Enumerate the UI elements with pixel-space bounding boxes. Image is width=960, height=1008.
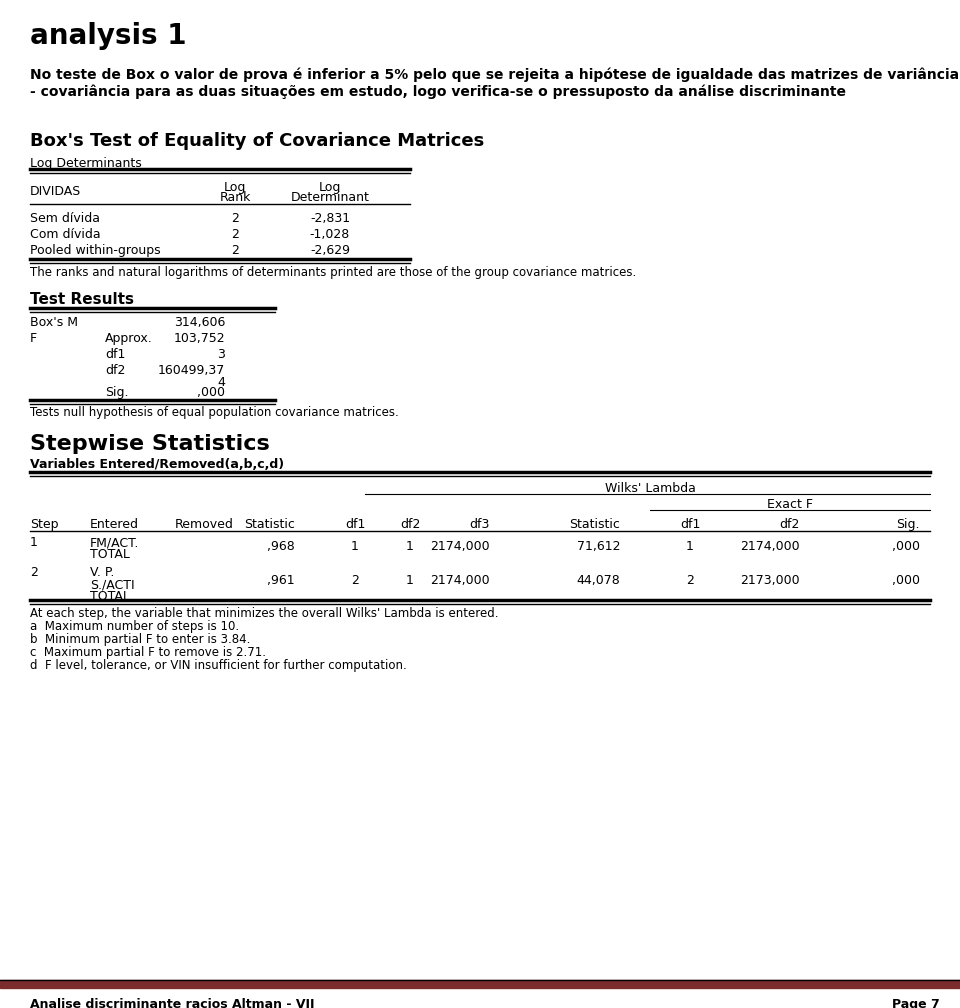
Text: Statistic: Statistic [569,518,620,531]
Text: Sig.: Sig. [105,386,129,399]
Text: Page 7: Page 7 [892,998,940,1008]
Text: Exact F: Exact F [767,498,813,511]
Text: 2: 2 [231,212,239,225]
Text: 1: 1 [686,540,694,553]
Text: DIVIDAS: DIVIDAS [30,185,82,198]
Text: 1: 1 [406,540,414,553]
Text: 3: 3 [217,348,225,361]
Text: Approx.: Approx. [105,332,153,345]
Text: FM/ACT.: FM/ACT. [90,536,139,549]
Text: Box's M: Box's M [30,316,78,329]
Text: No teste de Box o valor de prova é inferior a 5% pelo que se rejeita a hipótese : No teste de Box o valor de prova é infer… [30,68,959,100]
Text: -2,629: -2,629 [310,244,350,257]
Text: Pooled within-groups: Pooled within-groups [30,244,160,257]
Text: df1: df1 [105,348,126,361]
Text: Sem dívida: Sem dívida [30,212,100,225]
Text: Test Results: Test Results [30,292,134,307]
Text: df1: df1 [680,518,700,531]
Text: 2174,000: 2174,000 [740,540,800,553]
Text: Com dívida: Com dívida [30,228,101,241]
Text: Rank: Rank [219,191,251,204]
Text: Sig.: Sig. [897,518,920,531]
Text: Removed: Removed [175,518,234,531]
Text: 2: 2 [231,244,239,257]
Text: ,961: ,961 [268,574,295,587]
Text: 160499,37: 160499,37 [157,364,225,377]
Text: Entered: Entered [90,518,139,531]
Text: b  Minimum partial F to enter is 3.84.: b Minimum partial F to enter is 3.84. [30,633,251,646]
Text: Step: Step [30,518,59,531]
Text: a  Maximum number of steps is 10.: a Maximum number of steps is 10. [30,620,239,633]
Text: ,000: ,000 [892,574,920,587]
Text: df2: df2 [399,518,420,531]
Text: TOTAL: TOTAL [90,590,130,603]
Text: Tests null hypothesis of equal population covariance matrices.: Tests null hypothesis of equal populatio… [30,406,398,419]
Text: F: F [30,332,37,345]
Text: 1: 1 [351,540,359,553]
Text: 71,612: 71,612 [577,540,620,553]
Text: c  Maximum partial F to remove is 2.71.: c Maximum partial F to remove is 2.71. [30,646,266,659]
Text: Log: Log [224,181,246,194]
Text: analysis 1: analysis 1 [30,22,186,50]
Text: TOTAL: TOTAL [90,548,130,561]
Text: 2173,000: 2173,000 [740,574,800,587]
Text: 4: 4 [217,376,225,389]
Text: Box's Test of Equality of Covariance Matrices: Box's Test of Equality of Covariance Mat… [30,132,484,150]
Text: ,968: ,968 [267,540,295,553]
Text: The ranks and natural logarithms of determinants printed are those of the group : The ranks and natural logarithms of dete… [30,266,636,279]
Text: -1,028: -1,028 [310,228,350,241]
Text: df1: df1 [345,518,365,531]
Text: -2,831: -2,831 [310,212,350,225]
Text: Statistic: Statistic [244,518,295,531]
Bar [0,980,960,988]
Text: Variables Entered/Removed(a,b,c,d): Variables Entered/Removed(a,b,c,d) [30,458,284,471]
Text: df3: df3 [469,518,490,531]
Text: 1: 1 [30,536,37,549]
Text: S./ACTI: S./ACTI [90,578,134,591]
Text: Analise discriminante racios Altman - VII: Analise discriminante racios Altman - VI… [30,998,315,1008]
Text: Determinant: Determinant [291,191,370,204]
Text: 2174,000: 2174,000 [430,540,490,553]
Text: 2: 2 [686,574,694,587]
Text: At each step, the variable that minimizes the overall Wilks' Lambda is entered.: At each step, the variable that minimize… [30,607,498,620]
Text: 2: 2 [351,574,359,587]
Text: df2: df2 [105,364,126,377]
Text: Stepwise Statistics: Stepwise Statistics [30,434,270,454]
Text: 2: 2 [231,228,239,241]
Text: V. P.: V. P. [90,566,114,579]
Text: Wilks' Lambda: Wilks' Lambda [605,482,695,495]
Text: ,000: ,000 [892,540,920,553]
Text: 44,078: 44,078 [576,574,620,587]
Text: 314,606: 314,606 [174,316,225,329]
Text: Log: Log [319,181,341,194]
Text: d  F level, tolerance, or VIN insufficient for further computation.: d F level, tolerance, or VIN insufficien… [30,659,407,672]
Text: Log Determinants: Log Determinants [30,157,142,170]
Text: ,000: ,000 [197,386,225,399]
Text: 2: 2 [30,566,37,579]
Text: 2174,000: 2174,000 [430,574,490,587]
Text: df2: df2 [780,518,800,531]
Text: 1: 1 [406,574,414,587]
Text: 103,752: 103,752 [174,332,225,345]
